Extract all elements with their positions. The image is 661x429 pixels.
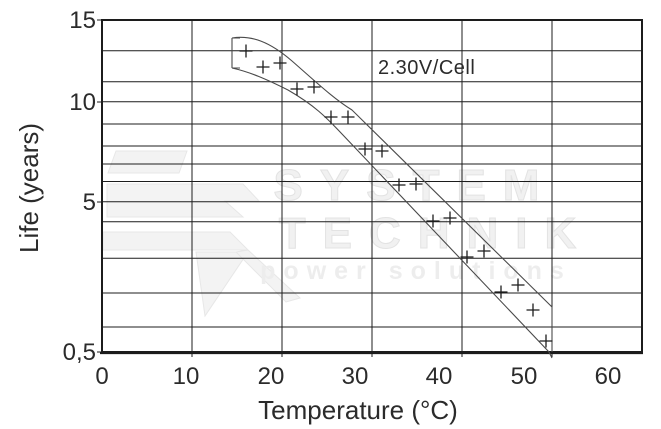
x-tick-label: 50	[511, 363, 538, 390]
plus-marker	[290, 82, 304, 96]
plus-marker	[358, 142, 372, 156]
plus-marker	[256, 60, 270, 74]
watermark-text-power-solutions: power solutions	[260, 257, 572, 285]
plus-marker	[426, 214, 440, 228]
x-tick-label: 10	[173, 363, 200, 390]
tick-labels: 0 10 20 30 40 50 60 15 10 5 0,5	[63, 7, 622, 390]
watermark-logo-bar-top	[107, 150, 188, 174]
watermark-logo-spike	[195, 251, 249, 318]
x-tick-label: 30	[342, 363, 369, 390]
watermark: SYSTEM TECHNIK power solutions	[102, 150, 594, 318]
plus-marker	[375, 144, 389, 158]
plus-marker	[443, 211, 457, 225]
watermark-logo-bar-middle	[106, 183, 261, 218]
watermark-logo-swoosh	[234, 249, 301, 303]
annotation-voltage-per-cell: 2.30V/Cell	[378, 57, 475, 79]
x-tick-label: 40	[426, 363, 453, 390]
x-tick-label: 60	[595, 363, 622, 390]
watermark-logo-bar-bottom	[102, 231, 250, 251]
band-upper-edge	[231, 36, 553, 308]
grid	[97, 19, 643, 357]
plus-marker	[239, 44, 253, 58]
plus-marker	[494, 285, 508, 299]
plus-marker	[539, 334, 553, 348]
plus-marker	[526, 303, 540, 317]
plus-marker	[477, 244, 491, 258]
band-lower-edge	[231, 67, 550, 353]
x-tick-label: 0	[95, 363, 108, 390]
y-tick-label: 10	[69, 89, 96, 116]
y-tick-label: 15	[69, 7, 96, 34]
plus-marker	[324, 110, 338, 124]
watermark-text-system: SYSTEM	[274, 161, 557, 210]
x-tick-label: 20	[258, 363, 285, 390]
y-tick-label: 0,5	[63, 339, 96, 366]
life-band	[231, 36, 553, 359]
band-end-caps	[231, 37, 553, 359]
plus-marker	[307, 80, 321, 94]
plus-marker	[341, 110, 355, 124]
y-tick-label: 5	[83, 189, 96, 216]
watermark-text-technik: TECHNIK	[279, 209, 594, 258]
x-axis-title: Temperature (°C)	[258, 395, 458, 425]
plus-marker	[409, 177, 423, 191]
y-axis-title: Life (years)	[14, 123, 44, 253]
plus-marker	[273, 56, 287, 70]
plus-marker	[511, 278, 525, 292]
plus-marker	[392, 178, 406, 192]
plus-marker	[460, 250, 474, 264]
